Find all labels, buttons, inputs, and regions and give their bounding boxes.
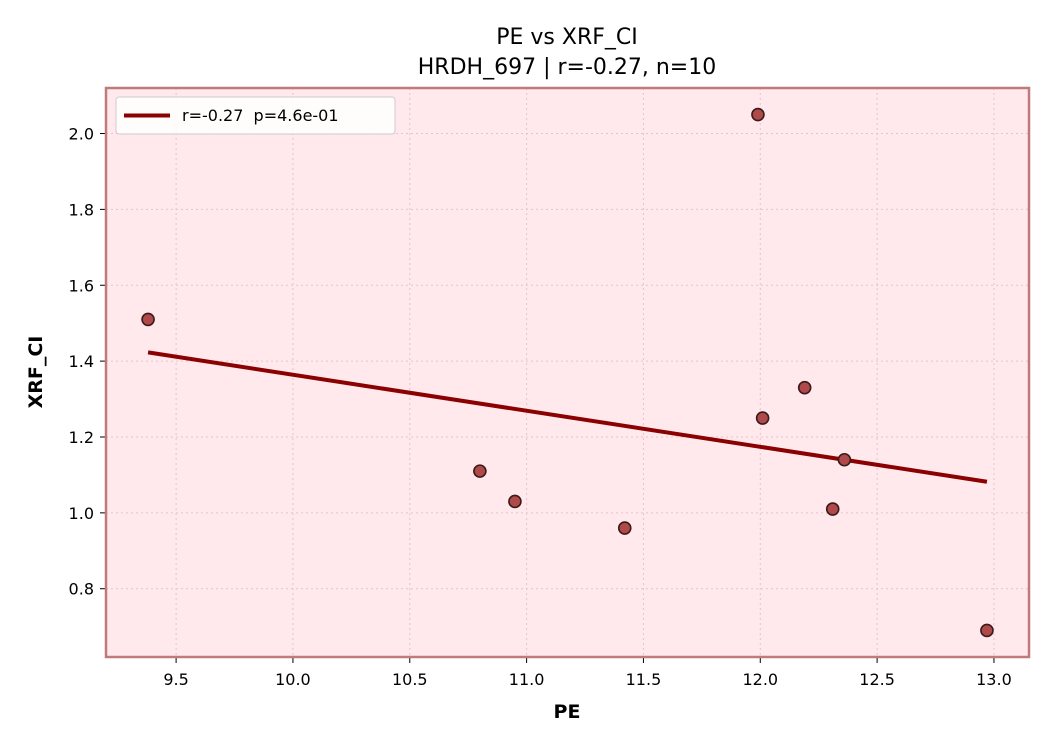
data-point	[837, 452, 852, 467]
y-tick-label: 1.6	[69, 276, 94, 295]
plot-area	[106, 88, 1029, 657]
x-tick-label: 9.5	[163, 670, 188, 689]
y-tick-label: 1.0	[69, 504, 94, 523]
data-point	[797, 380, 812, 395]
legend: r=-0.27 p=4.6e-01	[115, 96, 396, 135]
data-point	[755, 411, 770, 425]
plot-frame	[104, 86, 1031, 659]
legend-label: r=-0.27 p=4.6e-01	[182, 106, 339, 125]
x-axis: 9.5 10.0 10.5 11.0 11.5 12.0 12.5 13.0	[163, 657, 1012, 689]
y-tick-label: 1.8	[69, 200, 94, 219]
x-tick-label: 10.0	[275, 670, 311, 689]
x-tick-label: 12.5	[859, 670, 895, 689]
data-point	[617, 521, 632, 535]
data-point	[141, 312, 155, 327]
data-point	[473, 464, 487, 478]
data-point	[508, 494, 522, 509]
grid	[106, 88, 1029, 657]
data-point	[980, 623, 994, 638]
x-tick-label: 10.5	[392, 670, 428, 689]
data-points	[141, 107, 994, 638]
y-tick-label: 2.0	[69, 125, 94, 144]
y-tick-label: 1.2	[69, 428, 94, 447]
data-point	[751, 107, 765, 122]
x-tick-label: 12.0	[742, 670, 778, 689]
chart-title: PE vs XRF_CI	[496, 25, 638, 50]
y-axis-label: XRF_CI	[25, 336, 47, 409]
chart-subtitle: HRDH_697 | r=-0.27, n=10	[418, 55, 716, 80]
x-tick-label: 11.5	[626, 670, 662, 689]
y-axis: 0.8 1.0 1.2 1.4 1.6 1.8 2.0	[69, 125, 106, 599]
data-point	[825, 502, 840, 516]
legend-box	[115, 96, 396, 135]
y-tick-label: 1.4	[69, 352, 94, 371]
x-tick-label: 11.0	[509, 670, 545, 689]
y-tick-label: 0.8	[69, 580, 94, 599]
x-axis-label: PE	[554, 701, 581, 723]
x-tick-label: 13.0	[976, 670, 1012, 689]
